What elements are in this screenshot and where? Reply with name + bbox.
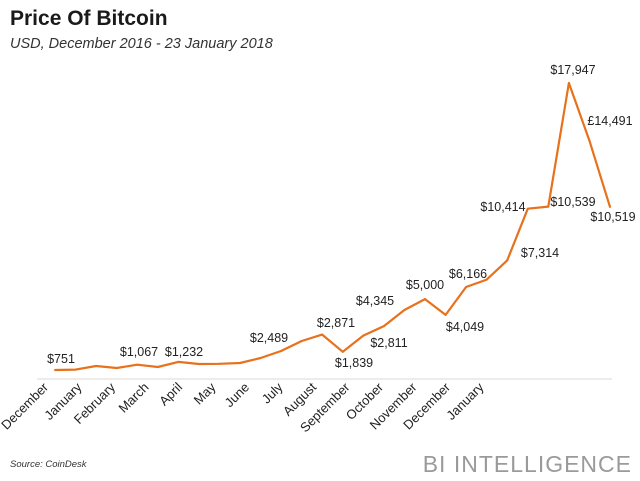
x-tick-label: January [443, 379, 487, 423]
data-point [218, 362, 221, 365]
data-point [547, 205, 550, 208]
price-line [54, 81, 612, 372]
data-point [136, 363, 139, 366]
x-tick-label: March [115, 380, 151, 416]
data-point [54, 368, 56, 371]
data-label: $7,314 [521, 246, 559, 260]
x-tick-label: July [259, 379, 286, 406]
data-label: $1,067 [120, 345, 158, 359]
data-point [609, 205, 611, 208]
data-point [506, 259, 509, 262]
chart-subtitle: USD, December 2016 - 23 January 2018 [10, 36, 273, 52]
data-label: $751 [47, 352, 75, 366]
data-point [177, 360, 180, 363]
data-label: £14,491 [587, 114, 632, 128]
data-point [156, 365, 159, 368]
data-label: $5,000 [406, 278, 444, 292]
data-point [259, 356, 262, 359]
x-tick-label: May [191, 379, 219, 407]
x-tick-label: June [222, 380, 253, 411]
chart-title: Price Of Bitcoin [10, 7, 168, 30]
data-point [74, 368, 77, 371]
data-label: $4,345 [356, 294, 394, 308]
data-label: $10,539 [550, 195, 595, 209]
data-point [239, 361, 241, 364]
data-point [526, 207, 529, 210]
data-point [280, 349, 283, 352]
data-label: $17,947 [550, 63, 595, 77]
data-point [403, 308, 406, 311]
data-point [197, 362, 200, 365]
data-label: $1,839 [335, 356, 373, 370]
data-point [485, 278, 488, 281]
x-tick-label: December [0, 379, 52, 432]
data-point [362, 334, 365, 337]
data-label: $10,519 [590, 210, 635, 224]
data-label: $1,232 [165, 345, 203, 359]
data-point [300, 339, 303, 342]
data-point [321, 333, 324, 336]
data-point [115, 366, 118, 369]
data-label: $6,166 [449, 267, 487, 281]
x-tick-label: April [156, 379, 185, 408]
data-point [341, 350, 344, 353]
data-point [444, 313, 447, 316]
source-note: Source: CoinDesk [10, 459, 87, 470]
data-point [424, 298, 426, 301]
data-label: $4,049 [446, 320, 484, 334]
data-point [382, 325, 385, 328]
data-point [588, 139, 591, 142]
data-point [567, 81, 570, 84]
brand-logo: BI INTELLIGENCE [422, 451, 632, 477]
data-label: $2,811 [370, 336, 407, 350]
data-label: $2,871 [317, 316, 355, 330]
data-label: $10,414 [480, 200, 525, 214]
data-point [95, 364, 98, 367]
data-label: $2,489 [250, 331, 288, 345]
data-point [465, 286, 468, 289]
